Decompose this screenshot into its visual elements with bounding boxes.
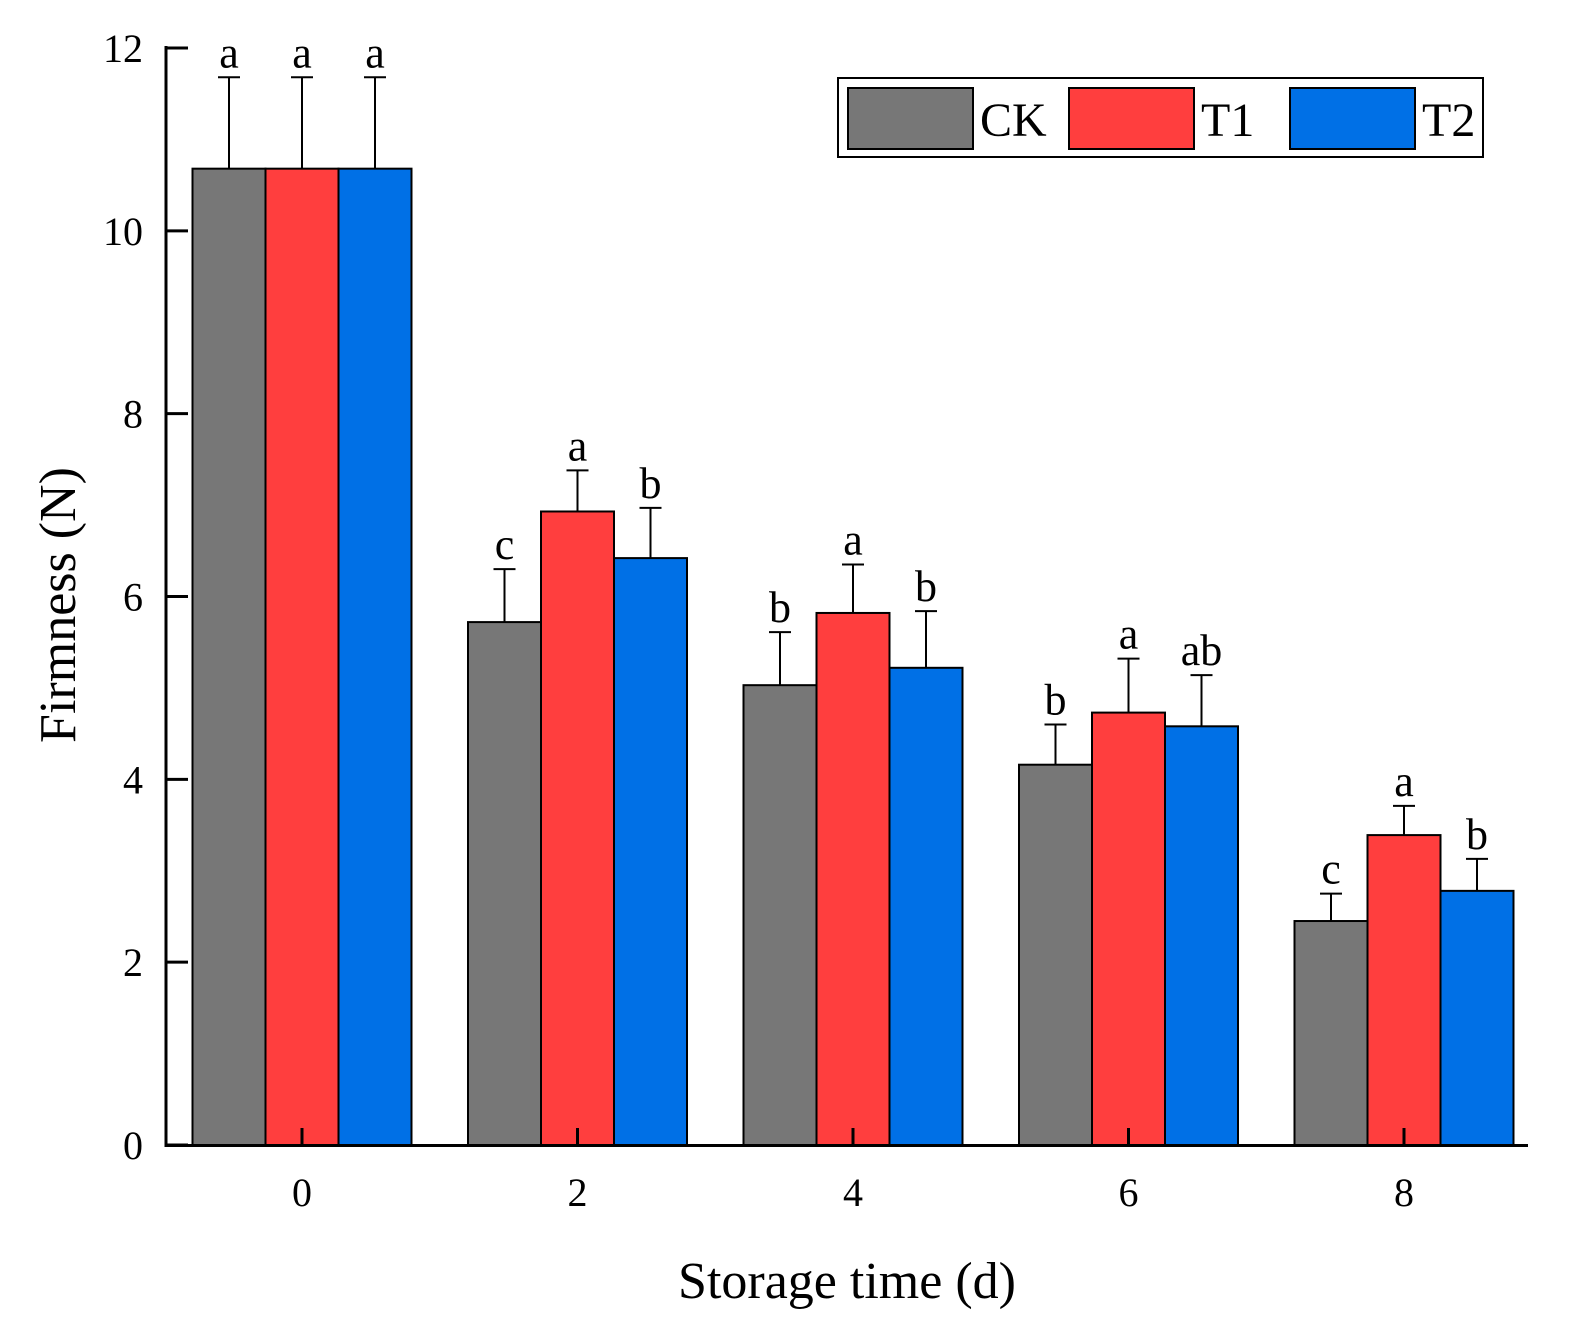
bar-t1-day-2 (540, 510, 615, 1147)
y-ticks-layer: 0 2 4 6 8 10 12 (103, 26, 188, 1168)
significance-letter-t1-day-2: a (568, 421, 588, 470)
legend-swatch-t2 (1289, 87, 1416, 150)
x-tick-label-0: 0 (292, 1170, 312, 1215)
significance-letter-ck-day-2: c (495, 520, 515, 569)
significance-letter-t2-day-2: b (640, 459, 662, 508)
y-axis-title: Firmness (N) (30, 467, 87, 743)
y-tick-label-8: 8 (123, 392, 143, 437)
error-bars-layer (218, 76, 1488, 922)
significance-letter-t2-day-6: ab (1181, 626, 1223, 675)
y-tick-label-6: 6 (123, 575, 143, 620)
bar-t2-day-4 (888, 666, 964, 1146)
significance-letter-t1-day-8: a (1394, 757, 1414, 806)
bar-t2-day-8 (1439, 889, 1515, 1147)
legend-label-t1: T1 (1201, 94, 1254, 147)
bar-t1-day-8 (1366, 834, 1442, 1146)
x-ticks-layer: 0 2 4 6 8 (292, 1128, 1414, 1215)
significance-letter-ck-day-8: c (1321, 845, 1341, 894)
y-tick-label-4: 4 (123, 757, 143, 802)
legend-swatch-t1 (1068, 87, 1195, 150)
x-axis-title: Storage time (d) (678, 1253, 1016, 1310)
bar-t2-day-6 (1164, 725, 1239, 1146)
x-tick-label-8: 8 (1394, 1170, 1414, 1215)
significance-letter-ck-day-4: b (769, 583, 791, 632)
significance-letter-t1-day-6: a (1119, 610, 1139, 659)
bar-t1-day-6 (1091, 711, 1166, 1147)
legend-label-t2: T2 (1422, 94, 1475, 147)
y-tick-label-2: 2 (123, 940, 143, 985)
bar-t2-day-2 (613, 557, 688, 1146)
bar-t1-day-0 (264, 167, 340, 1147)
x-tick-label-4: 4 (843, 1170, 863, 1215)
bar-t1-day-4 (815, 611, 891, 1146)
bar-ck-day-0 (191, 167, 267, 1147)
legend-label-ck: CK (980, 94, 1047, 147)
x-tick-label-6: 6 (1119, 1170, 1139, 1215)
y-tick-label-0: 0 (123, 1123, 143, 1168)
y-tick-label-10: 10 (103, 209, 143, 254)
bar-t2-day-0 (337, 167, 413, 1147)
bar-ck-day-2 (467, 621, 542, 1146)
significance-letter-t2-day-0: a (365, 28, 385, 77)
legend: CK T1 T2 (837, 77, 1484, 158)
bar-ck-day-6 (1018, 763, 1093, 1146)
x-tick-label-2: 2 (568, 1170, 588, 1215)
significance-letter-t2-day-8: b (1466, 810, 1488, 859)
bar-ck-day-8 (1293, 920, 1369, 1147)
bars-layer (191, 167, 1515, 1147)
legend-swatch-ck (847, 87, 974, 150)
significance-letter-t2-day-4: b (915, 562, 937, 611)
significance-letter-ck-day-0: a (219, 28, 239, 77)
significance-letter-t1-day-0: a (292, 28, 312, 77)
y-tick-label-12: 12 (103, 26, 143, 71)
bar-ck-day-4 (742, 684, 818, 1147)
significance-letter-ck-day-6: b (1045, 675, 1067, 724)
significance-letter-t1-day-4: a (843, 516, 863, 565)
